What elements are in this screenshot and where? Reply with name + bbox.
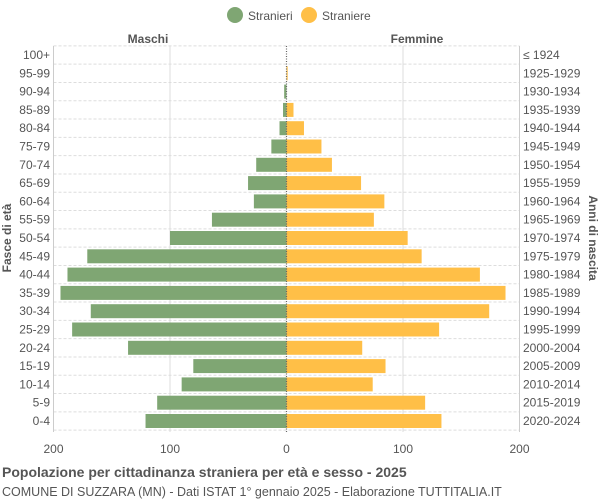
- age-label: 5-9: [33, 396, 51, 410]
- bar-male-45-49: [87, 249, 287, 264]
- bar-female-50-54: [286, 231, 408, 245]
- bar-female-75-79: [286, 139, 322, 154]
- y-axis-title-right: Anni di nascita: [586, 195, 600, 281]
- age-label: 45-49: [19, 249, 50, 263]
- bar-female-20-24: [286, 340, 363, 355]
- bar-female-35-39: [286, 285, 506, 300]
- bar-male-35-39: [60, 285, 287, 300]
- bar-female-80-84: [286, 121, 304, 136]
- bar-female-60-64: [286, 194, 385, 209]
- population-pyramid-chart: 100+ ≤ 1924 95-99 1925-1929 90-94 1930-1934 85…: [0, 7, 600, 456]
- legend-marker-straniere: [301, 7, 317, 23]
- x-tick-label: 200: [509, 442, 529, 456]
- bar-female-0-4: [286, 414, 442, 428]
- bar-male-85-89: [283, 102, 287, 117]
- age-label: 85-89: [19, 103, 50, 117]
- birth-year-label: 1985-1989: [523, 286, 581, 300]
- legend-marker-stranieri: [227, 7, 243, 23]
- bar-female-10-14: [286, 377, 373, 392]
- bar-male-40-44: [67, 267, 287, 282]
- birth-year-label: 1935-1939: [523, 103, 581, 117]
- bar-male-60-64: [253, 194, 287, 209]
- birth-year-label: 1950-1954: [523, 158, 581, 172]
- bar-male-30-34: [90, 304, 287, 319]
- age-label: 40-44: [19, 268, 50, 282]
- birth-year-label: ≤ 1924: [523, 48, 560, 62]
- birth-year-label: 2010-2014: [523, 377, 581, 391]
- bar-male-80-84: [279, 121, 287, 136]
- bar-male-20-24: [128, 340, 287, 355]
- bar-female-85-89: [286, 102, 294, 117]
- birth-year-label: 1970-1974: [523, 231, 581, 245]
- age-label: 70-74: [19, 158, 50, 172]
- left-header: Maschi: [128, 32, 169, 46]
- age-label: 65-69: [19, 176, 50, 190]
- birth-year-label: 1990-1994: [523, 304, 581, 318]
- y-axis-title-left: Fasce di età: [0, 203, 14, 272]
- chart-title: Popolazione per cittadinanza straniera p…: [2, 464, 407, 480]
- bar-male-70-74: [256, 157, 287, 172]
- bar-male-50-54: [170, 231, 287, 245]
- birth-year-label: 1930-1934: [523, 85, 581, 99]
- bar-male-15-19: [193, 359, 287, 374]
- age-label: 15-19: [19, 359, 50, 373]
- age-label: 80-84: [19, 121, 50, 135]
- bar-female-65-69: [286, 176, 362, 191]
- birth-year-label: 2020-2024: [523, 414, 581, 428]
- birth-year-label: 1925-1929: [523, 66, 581, 80]
- bar-male-0-4: [145, 414, 287, 428]
- age-label: 35-39: [19, 286, 50, 300]
- bar-female-45-49: [286, 249, 422, 264]
- legend-label-stranieri: Stranieri: [248, 9, 293, 23]
- bar-female-40-44: [286, 267, 480, 282]
- right-header: Femmine: [391, 32, 444, 46]
- age-label: 50-54: [19, 231, 50, 245]
- bar-female-25-29: [286, 322, 440, 337]
- birth-year-label: 1955-1959: [523, 176, 581, 190]
- birth-year-label: 1975-1979: [523, 249, 581, 263]
- age-label: 100+: [23, 48, 50, 62]
- bar-female-15-19: [286, 359, 386, 374]
- age-label: 25-29: [19, 323, 50, 337]
- birth-year-label: 1945-1949: [523, 140, 581, 154]
- bar-female-95-99: [286, 66, 288, 81]
- age-label: 75-79: [19, 140, 50, 154]
- age-label: 60-64: [19, 194, 50, 208]
- age-label: 30-34: [19, 304, 50, 318]
- bar-female-55-59: [286, 212, 374, 227]
- birth-year-label: 1940-1944: [523, 121, 581, 135]
- bar-male-90-94: [284, 84, 287, 99]
- legend-label-straniere: Straniere: [322, 9, 371, 23]
- age-label: 10-14: [19, 377, 50, 391]
- chart-subtitle: COMUNE DI SUZZARA (MN) - Dati ISTAT 1° g…: [2, 485, 502, 499]
- age-label: 20-24: [19, 341, 50, 355]
- bar-female-30-34: [286, 304, 490, 319]
- birth-year-label: 2000-2004: [523, 341, 581, 355]
- birth-year-label: 1960-1964: [523, 194, 581, 208]
- bar-female-5-9: [286, 395, 426, 410]
- age-label: 95-99: [19, 66, 50, 80]
- age-label: 55-59: [19, 213, 50, 227]
- birth-year-label: 1980-1984: [523, 268, 581, 282]
- bar-male-10-14: [181, 377, 287, 392]
- birth-year-label: 2005-2009: [523, 359, 581, 373]
- bar-male-55-59: [211, 212, 287, 227]
- x-tick-label: 200: [43, 442, 63, 456]
- x-tick-label: 0: [283, 442, 290, 456]
- bar-male-75-79: [271, 139, 287, 154]
- bar-male-5-9: [157, 395, 287, 410]
- bar-male-65-69: [248, 176, 287, 191]
- age-label: 90-94: [19, 85, 50, 99]
- birth-year-label: 1995-1999: [523, 323, 581, 337]
- age-label: 0-4: [33, 414, 51, 428]
- bar-female-70-74: [286, 157, 332, 172]
- birth-year-label: 1965-1969: [523, 213, 581, 227]
- bar-male-25-29: [72, 322, 287, 337]
- birth-year-label: 2015-2019: [523, 396, 581, 410]
- x-tick-label: 100: [393, 442, 413, 456]
- x-tick-label: 100: [160, 442, 180, 456]
